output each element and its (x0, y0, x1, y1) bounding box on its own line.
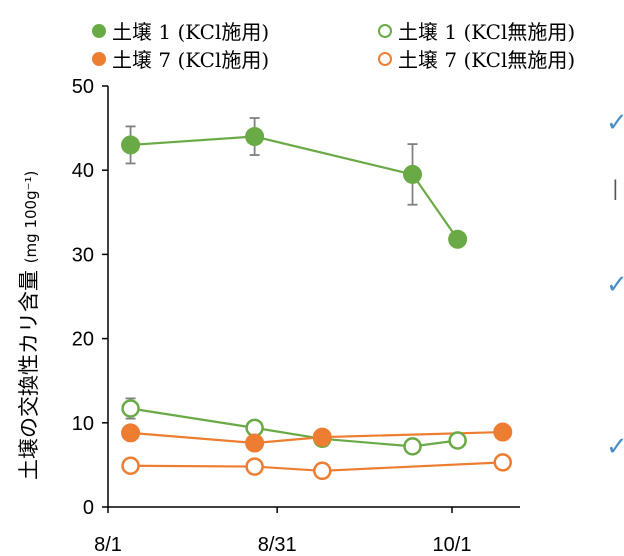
data-point (493, 422, 513, 442)
series-line (130, 135, 459, 240)
data-point (121, 423, 141, 443)
filled-orange-circle-icon (92, 51, 106, 66)
text-fragment: | (612, 176, 619, 200)
data-point (403, 164, 423, 184)
x-tick-label: 8/1 (94, 534, 122, 556)
legend-row-2: 土壌 7 (KCl施用) (92, 44, 269, 73)
data-point (245, 457, 264, 476)
y-axis-label: 土壌の交換性カリ含量 (mg 100g⁻¹) (17, 171, 41, 480)
data-point (245, 127, 265, 147)
y-tick-label: 0 (83, 497, 94, 519)
y-tick-label: 20 (72, 329, 94, 351)
legend-item-soil1-kcl: 土壌 1 (KCl施用) (92, 16, 269, 45)
y-tick-label: 10 (72, 413, 94, 435)
open-green-circle-icon (378, 23, 392, 38)
legend-item-soil1-nokcl: 土壌 1 (KCl無施用) (378, 16, 575, 45)
legend-label: 土壌 7 (KCl無施用) (398, 48, 576, 72)
legend-label: 土壌 1 (KCl無施用) (398, 20, 576, 44)
data-point (493, 453, 513, 472)
legend-row-1: 土壌 1 (KCl施用) (92, 16, 269, 45)
legend-label: 土壌 7 (KCl施用) (112, 48, 270, 72)
data-point (121, 456, 140, 475)
y-axis-label-unit: (mg 100g⁻¹) (22, 171, 40, 264)
series-line (130, 430, 503, 445)
series-line (130, 461, 503, 472)
data-point (403, 437, 422, 456)
legend-item-soil7-nokcl: 土壌 7 (KCl無施用) (378, 44, 575, 73)
data-point (448, 431, 467, 450)
check-icon: ✓ (606, 108, 624, 138)
y-axis-label-main: 土壌の交換性カリ含量 (17, 270, 41, 480)
data-point (448, 229, 468, 249)
legend-item-soil7-kcl: 土壌 7 (KCl施用) (92, 44, 269, 73)
check-icon: ✓ (606, 432, 624, 462)
data-point (121, 135, 141, 155)
y-tick-label: 50 (72, 76, 94, 98)
y-tick-label: 30 (72, 244, 94, 266)
data-point (312, 427, 332, 447)
check-icon: ✓ (606, 270, 624, 300)
y-tick-label: 40 (72, 160, 94, 182)
legend-row-2b: 土壌 7 (KCl無施用) (378, 44, 575, 73)
data-point (313, 461, 332, 481)
legend-label: 土壌 1 (KCl施用) (112, 20, 270, 44)
open-orange-circle-icon (378, 51, 392, 66)
legend-row-1b: 土壌 1 (KCl無施用) (378, 16, 575, 45)
x-tick-label: 10/1 (433, 534, 472, 556)
axes: 0 10 20 30 40 50 8/1 8/31 10/1 (72, 76, 520, 556)
series-layer (121, 117, 513, 481)
data-point (245, 433, 265, 453)
data-point (121, 399, 140, 418)
filled-green-circle-icon (92, 23, 106, 38)
data-point (245, 418, 264, 438)
x-tick-label: 8/31 (258, 534, 297, 556)
